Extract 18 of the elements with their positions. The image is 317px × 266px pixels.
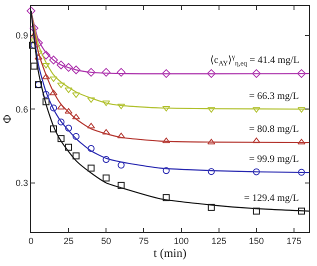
x-tick-label: 25 bbox=[64, 236, 74, 246]
x-tick-label: 50 bbox=[101, 236, 112, 246]
x-tick-label: 150 bbox=[248, 236, 264, 246]
x-tick-label: 175 bbox=[286, 236, 302, 246]
x-tick-label: 0 bbox=[28, 236, 34, 246]
x-tick-label: 75 bbox=[138, 236, 149, 246]
series-label: = 129.4 mg/L bbox=[244, 193, 299, 204]
series-label: = 99.9 mg/L bbox=[249, 154, 299, 165]
x-tick-label: 100 bbox=[174, 236, 189, 246]
series-label: = 66.3 mg/L bbox=[249, 91, 299, 102]
y-tick-label: 0.6 bbox=[16, 104, 28, 114]
y-tick-label: 0.3 bbox=[16, 178, 28, 188]
x-axis-title: t (min) bbox=[154, 246, 186, 260]
series-label: = 80.8 mg/L bbox=[249, 124, 299, 135]
y-tick-label: 0.9 bbox=[16, 30, 28, 41]
series-label: ⟨c$_{AY}$⟩$^{γ}$$_{η,eq}$ = 41.4 mg/L bbox=[210, 53, 300, 68]
y-axis-title: Φ bbox=[0, 114, 14, 124]
x-tick-label: 125 bbox=[211, 236, 226, 246]
